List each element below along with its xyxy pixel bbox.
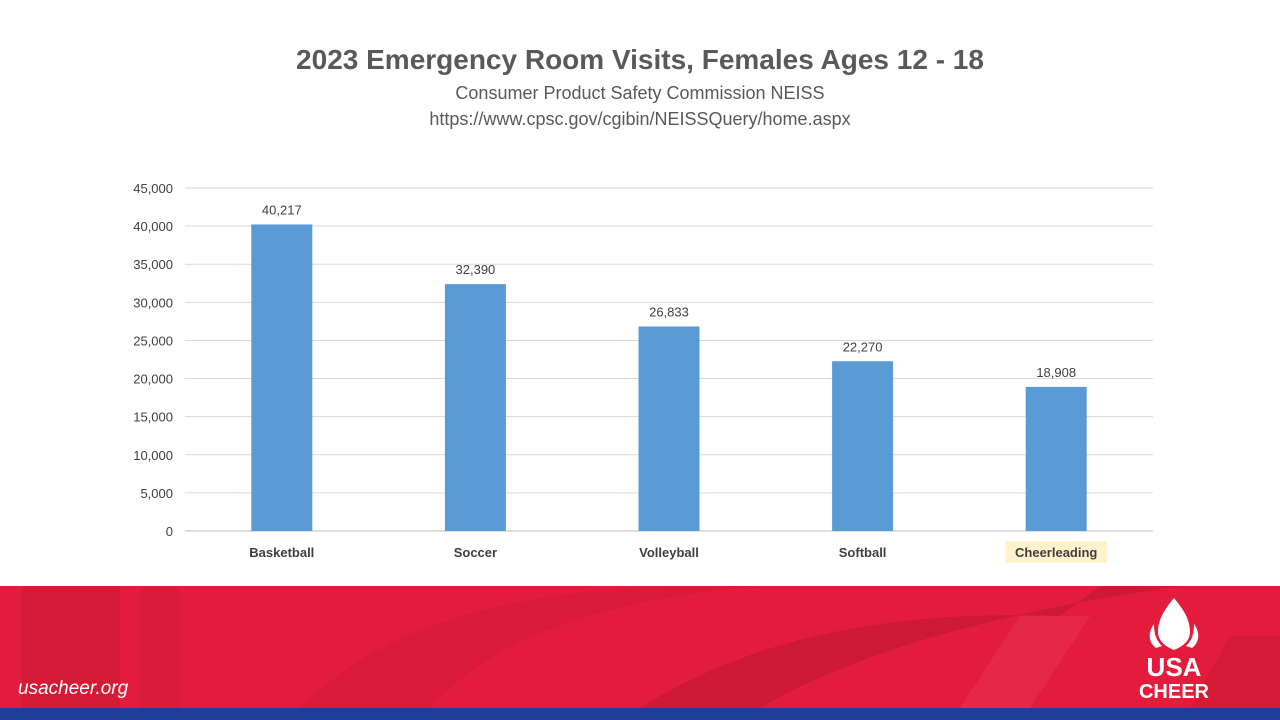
chart-title-block: 2023 Emergency Room Visits, Females Ages… xyxy=(0,40,1280,132)
y-tick-label: 25,000 xyxy=(133,333,173,348)
data-label: 32,390 xyxy=(456,262,496,277)
data-labels: 40,217 32,390 26,833 22,270 18,908 xyxy=(262,202,1076,379)
logo-text-usa: USA xyxy=(1147,652,1202,682)
chart-title: 2023 Emergency Room Visits, Females Ages… xyxy=(296,44,984,75)
footer-banner: usacheer.org USA CHEER xyxy=(0,586,1280,720)
bar-volleyball xyxy=(638,326,700,531)
data-label: 18,908 xyxy=(1036,365,1076,380)
y-tick-label: 45,000 xyxy=(133,181,173,196)
category-highlight xyxy=(1005,541,1107,563)
chart-subtitle-source: Consumer Product Safety Commission NEISS xyxy=(455,83,825,103)
x-tick-label: Softball xyxy=(839,545,887,560)
y-tick-label: 15,000 xyxy=(133,410,173,425)
bar-basketball xyxy=(251,224,313,531)
bar-cheerleading xyxy=(1025,386,1087,531)
y-tick-label: 40,000 xyxy=(133,219,173,234)
logo-text-cheer: CHEER xyxy=(1139,681,1210,703)
x-tick-label: Basketball xyxy=(249,545,314,560)
website-link[interactable]: usacheer.org xyxy=(18,678,129,699)
y-tick-label: 5,000 xyxy=(140,486,173,501)
bar-softball xyxy=(832,361,894,531)
y-tick-label: 35,000 xyxy=(133,257,173,272)
y-tick-label: 10,000 xyxy=(133,448,173,463)
data-label: 40,217 xyxy=(262,202,302,217)
chart-subtitle-url: https://www.cpsc.gov/cgibin/NEISSQuery/h… xyxy=(429,109,851,129)
y-tick-label: 30,000 xyxy=(133,295,173,310)
data-label: 22,270 xyxy=(843,339,883,354)
x-tick-label: Volleyball xyxy=(639,545,699,560)
x-tick-label: Soccer xyxy=(454,545,497,560)
x-tick-label: Cheerleading xyxy=(1015,545,1097,560)
y-tick-label: 20,000 xyxy=(133,372,173,387)
bar-soccer xyxy=(444,284,506,531)
usa-cheer-logo: USA CHEER xyxy=(1139,598,1210,703)
footer-background xyxy=(0,586,1280,720)
y-tick-label: 0 xyxy=(166,524,173,539)
bar-chart: 0 5,000 10,000 15,000 20,000 25,000 30,000 35,0… xyxy=(133,181,1153,563)
x-axis-tick-labels: Basketball Soccer Volleyball Softball Cheerl… xyxy=(249,541,1107,563)
data-label: 26,833 xyxy=(649,304,689,319)
y-axis-tick-labels: 0 5,000 10,000 15,000 20,000 25,000 30,000 35,0… xyxy=(133,181,173,539)
bars xyxy=(251,224,1087,531)
